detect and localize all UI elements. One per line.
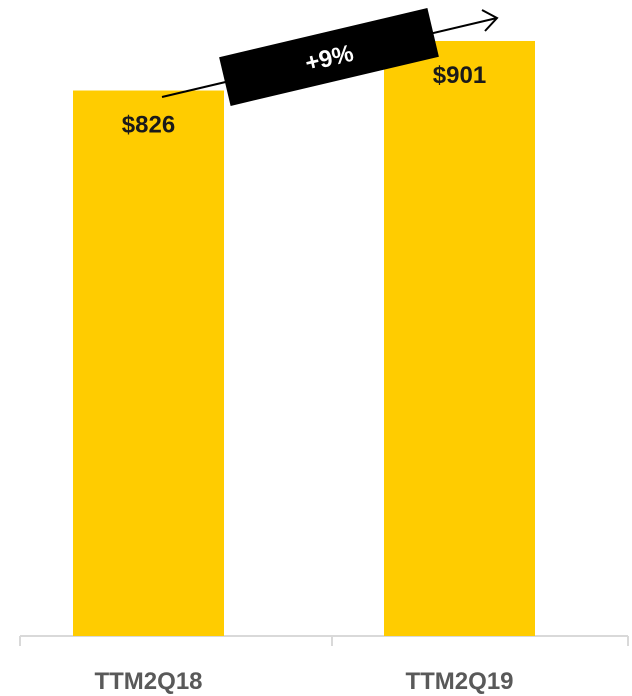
bar-ttm2q18	[73, 90, 224, 637]
growth-badge: +9%	[219, 8, 439, 106]
bar-ttm2q19	[384, 40, 535, 636]
category-label-ttm2q18: TTM2Q18	[94, 668, 202, 695]
growth-arrow-head	[481, 9, 499, 32]
bars-group	[73, 40, 535, 637]
value-labels-group: $826 $901	[122, 62, 486, 139]
category-label-ttm2q19: TTM2Q19	[405, 668, 513, 695]
category-labels-group: TTM2Q18 TTM2Q19	[94, 668, 513, 695]
growth-badge-box	[219, 8, 439, 106]
value-label-ttm2q18: $826	[122, 112, 175, 139]
value-label-ttm2q19: $901	[433, 62, 486, 89]
